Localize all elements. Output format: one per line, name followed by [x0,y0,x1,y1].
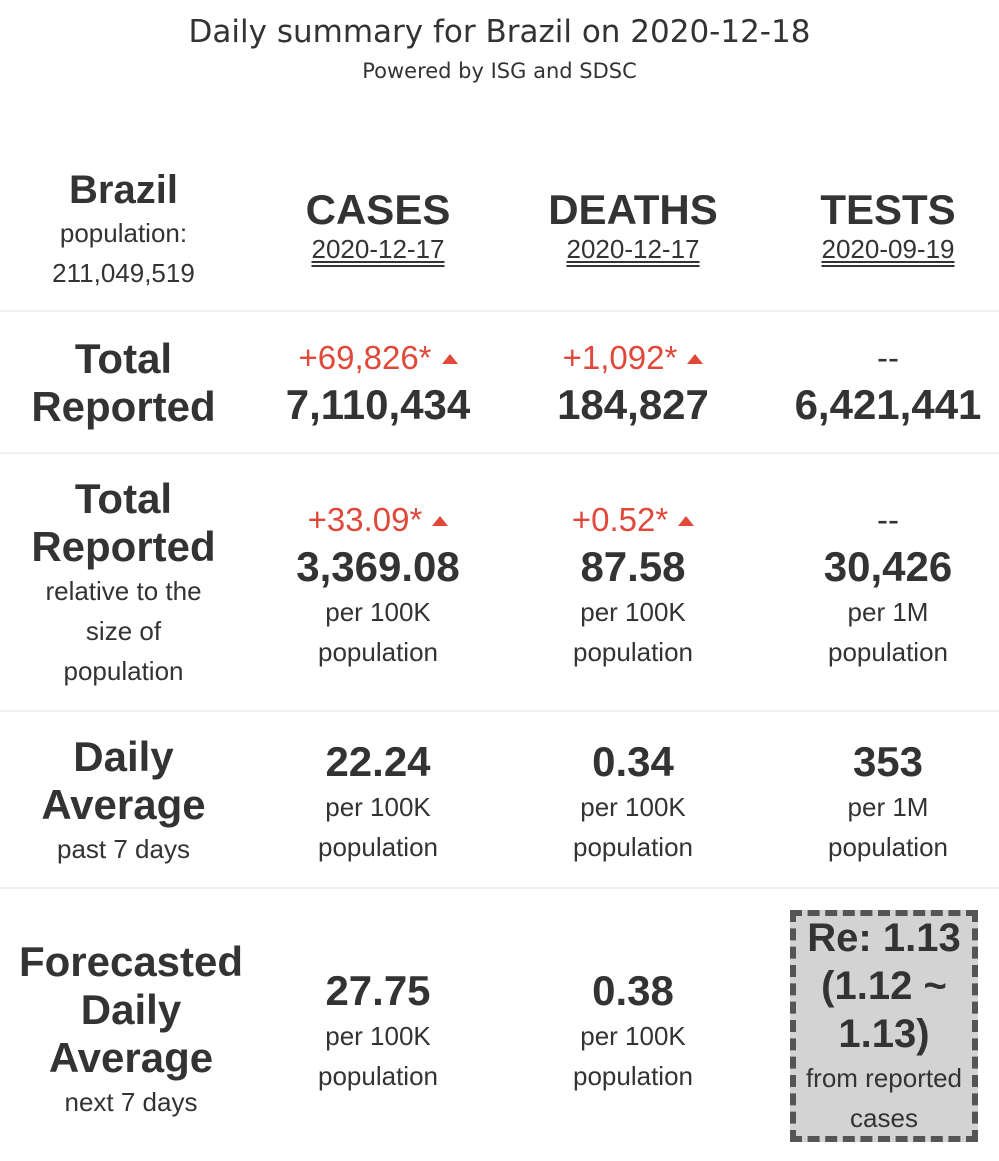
forecast-value: 27.75 [325,967,431,1014]
triangle-up-icon [678,516,695,526]
row-label-line: Forecasted [18,938,244,985]
row-label-line: Reported [31,383,216,430]
relative-deaths-cell: +0.52* 87.58 per 100K population [508,495,758,675]
forecast-cases-cell: 27.75 per 100K population [253,966,503,1096]
relative-value: 3,369.08 [296,543,460,590]
column-date: 2020-12-17 [566,234,700,264]
population-label: population: [59,218,188,248]
average-cases-cell: 22.24 per 100K population [253,737,503,867]
row-label-forecast: Forecasted Daily Average next 7 days [0,935,262,1125]
unit-label: population [318,1061,438,1091]
column-header-deaths: DEATHS 2020-12-17 [508,175,758,275]
unit-label: per 100K [580,792,686,822]
unit-label: per 100K [325,792,431,822]
average-deaths-cell: 0.34 per 100K population [508,737,758,867]
unit-label: population [573,637,693,667]
re-note: from reported [805,1063,963,1093]
country-header: Brazil population: 211,049,519 [0,160,247,300]
row-label-line: Daily [73,733,174,780]
row-label-line: Total [74,335,173,382]
row-label-total-reported: Total Reported [0,330,247,436]
row-divider [0,710,999,712]
relative-value: 87.58 [580,543,686,590]
row-sublabel: population [63,656,184,686]
row-label-line: Reported [31,523,216,570]
row-sublabel: past 7 days [57,834,190,864]
row-label-relative: Total Reported relative to the size of p… [0,472,247,694]
row-label-line: Average [41,781,206,828]
column-header-cases: CASES 2020-12-17 [253,175,503,275]
relative-tests-cell: -- 30,426 per 1M population [763,495,999,675]
total-value: 184,827 [557,381,709,428]
unit-label: per 1M [847,597,929,627]
column-date: 2020-12-17 [311,234,445,264]
row-label-daily-average: Daily Average past 7 days [0,733,247,869]
re-range: 1.13) [838,1012,930,1056]
forecast-value: 0.38 [592,967,674,1014]
total-tests-cell: -- 6,421,441 [763,333,999,433]
re-value: Re: 1.13 [807,916,961,960]
unit-label: population [828,637,948,667]
column-date: 2020-09-19 [821,234,955,264]
delta-value: +69,826* [298,336,458,380]
delta-value: -- [877,501,899,538]
total-cases-cell: +69,826* 7,110,434 [253,333,503,433]
page-subtitle: Powered by ISG and SDSC [362,59,637,83]
row-divider [0,310,999,312]
delta-value: -- [877,339,899,376]
re-range: (1.12 ~ [821,964,947,1008]
page-title: Daily summary for Brazil on 2020-12-18 [188,14,811,50]
unit-label: population [318,832,438,862]
triangle-up-icon [441,354,458,364]
row-label-line: Average [48,1034,214,1081]
unit-label: population [318,637,438,667]
triangle-up-icon [432,516,449,526]
row-label-line: Daily [80,986,182,1033]
unit-label: per 100K [580,1021,686,1051]
row-sublabel: size of [85,616,162,646]
forecast-deaths-cell: 0.38 per 100K population [508,966,758,1096]
column-label: CASES [305,186,451,233]
reproduction-number-box: Re: 1.13 (1.12 ~ 1.13) from reported cas… [790,910,978,1142]
average-tests-cell: 353 per 1M population [763,737,999,867]
triangle-up-icon [687,354,704,364]
row-label-line: Total [74,475,173,522]
row-sublabel: next 7 days [64,1087,198,1117]
unit-label: population [573,832,693,862]
relative-cases-cell: +33.09* 3,369.08 per 100K population [253,495,503,675]
unit-label: per 100K [580,597,686,627]
total-value: 7,110,434 [285,381,471,428]
average-value: 0.34 [592,738,674,785]
total-deaths-cell: +1,092* 184,827 [508,333,758,433]
delta-value: +1,092* [563,336,704,380]
column-header-tests: TESTS 2020-09-19 [763,175,999,275]
total-value: 6,421,441 [794,381,982,428]
delta-value: +0.52* [572,498,695,542]
average-value: 353 [852,738,924,785]
population-value: 211,049,519 [52,258,195,288]
unit-label: per 100K [325,1021,431,1051]
relative-value: 30,426 [823,543,953,590]
country-name: Brazil [69,168,178,212]
average-value: 22.24 [325,738,431,785]
unit-label: per 100K [325,597,431,627]
row-sublabel: relative to the [45,576,202,606]
column-label: DEATHS [548,186,718,233]
row-divider [0,887,999,889]
delta-value: +33.09* [308,498,449,542]
unit-label: population [573,1061,693,1091]
unit-label: per 1M [847,792,929,822]
column-label: TESTS [820,186,956,233]
re-note: cases [850,1103,918,1133]
unit-label: population [828,832,948,862]
row-divider [0,452,999,454]
